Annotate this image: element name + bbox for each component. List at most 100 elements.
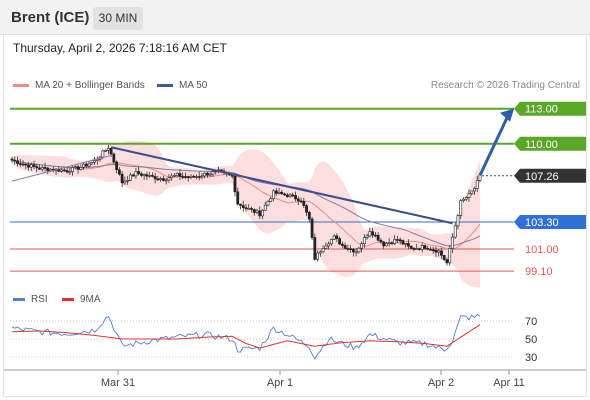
candle-body: [43, 167, 47, 169]
candle-body: [244, 207, 248, 209]
candle-body: [263, 204, 267, 211]
ma20-label: MA 20 + Bollinger Bands: [35, 80, 145, 91]
candle-body: [208, 173, 212, 176]
candle-body: [431, 249, 435, 252]
candle-body: [38, 167, 41, 170]
candle-body: [84, 163, 88, 167]
candle-body: [134, 171, 138, 177]
candle-body: [112, 153, 116, 163]
level-label-113.00: 113.00: [525, 104, 558, 116]
candle-body: [291, 194, 295, 197]
candle-body: [117, 169, 121, 175]
candle-body: [189, 175, 193, 178]
timeframe-badge[interactable]: 30 MIN: [93, 7, 143, 30]
candle-body: [236, 191, 240, 205]
candle-body: [365, 235, 369, 238]
ma50-label: MA 50: [179, 80, 208, 91]
candle-body: [423, 245, 427, 249]
rsi-label: RSI: [31, 294, 48, 305]
candle-body: [79, 167, 83, 170]
candle-body: [272, 190, 275, 200]
candle-body: [456, 215, 460, 227]
candle-body: [415, 248, 419, 250]
candle-body: [167, 177, 171, 181]
rsi-level-70: 70: [525, 316, 537, 328]
candle-body: [294, 195, 297, 200]
candle-body: [120, 173, 124, 184]
candle-body: [109, 148, 113, 155]
candle-body: [296, 198, 300, 202]
candle-body: [445, 259, 449, 264]
candle-body: [467, 193, 471, 198]
legend-9ma: 9MA: [62, 294, 101, 305]
candle-body: [115, 161, 119, 171]
candle-body: [357, 247, 361, 253]
candle-body: [73, 166, 77, 168]
x-tick-label-1: Apr 1: [267, 377, 293, 389]
candle-body: [197, 176, 201, 178]
candle-body: [379, 240, 383, 243]
candle-body: [288, 194, 292, 198]
candle-body: [261, 209, 264, 217]
candle-body: [343, 245, 347, 249]
candle-body: [434, 249, 438, 253]
candle-body: [90, 161, 94, 165]
candle-body: [283, 193, 286, 196]
candle-body: [269, 198, 273, 202]
candle-body: [305, 205, 308, 213]
ma9-swatch: [62, 297, 74, 301]
legend-ma50: MA 50: [157, 80, 207, 91]
candle-body: [46, 167, 50, 172]
candle-body: [354, 251, 358, 254]
ma9-label: 9MA: [80, 294, 101, 305]
candle-body: [393, 239, 397, 244]
chart-frame: [3, 35, 587, 397]
candle-body: [266, 201, 270, 206]
candle-body: [241, 205, 245, 208]
chart-header: Brent (ICE) 30 MIN: [0, 0, 590, 35]
candle-body: [404, 243, 408, 245]
candle-body: [21, 163, 25, 166]
candle-body: [329, 239, 333, 245]
candle-body: [101, 150, 105, 158]
ma50-swatch: [157, 83, 173, 87]
candle-body: [145, 174, 149, 177]
candle-body: [409, 245, 413, 249]
candle-body: [27, 164, 30, 168]
candle-body: [338, 238, 342, 245]
candle-body: [24, 163, 28, 166]
candle-body: [327, 243, 330, 247]
candle-body: [462, 198, 465, 201]
candle-body: [233, 175, 237, 193]
candle-body: [82, 163, 85, 168]
candle-body: [211, 171, 215, 175]
candle-body: [440, 250, 443, 256]
x-tick-label-0: Mar 31: [101, 377, 135, 389]
candle-body: [10, 158, 14, 161]
candle-body: [368, 231, 372, 237]
candle-body: [252, 209, 256, 213]
candle-body: [390, 242, 394, 245]
candle-body: [186, 176, 190, 179]
level-tag-110.00: [514, 136, 586, 151]
candle-body: [62, 169, 66, 172]
candle-body: [258, 210, 262, 217]
candle-body: [87, 163, 91, 167]
candle-body: [250, 208, 253, 210]
candle-body: [104, 149, 108, 152]
candle-body: [387, 242, 391, 245]
level-tag-107.26: [514, 168, 586, 183]
candle-body: [40, 167, 44, 170]
candle-body: [76, 166, 80, 170]
level-tag-103.30: [514, 215, 586, 230]
candle-body: [448, 248, 452, 264]
candle-body: [16, 160, 19, 164]
candle-body: [349, 248, 353, 250]
candle-body: [459, 200, 463, 216]
candle-body: [106, 148, 110, 151]
level-label-99.10: 99.10: [525, 266, 553, 278]
ma20-swatch: [13, 83, 29, 87]
rsi-level-30: 30: [525, 352, 537, 364]
candle-body: [203, 172, 207, 177]
